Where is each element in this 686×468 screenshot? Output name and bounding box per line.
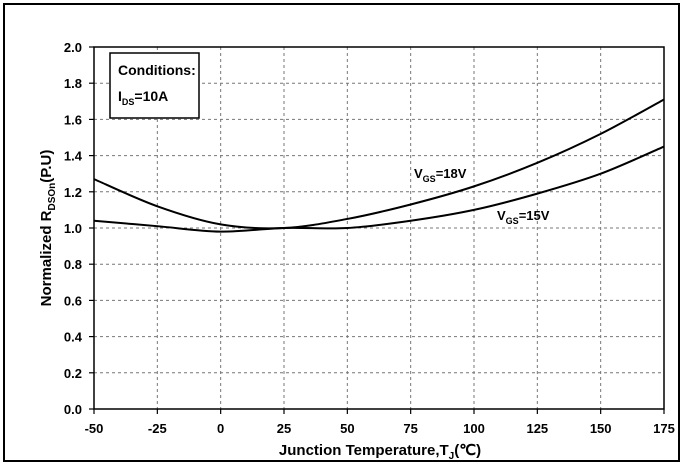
series-line-vgs15 (93, 145, 665, 233)
y-axis-title: Normalized RDSOn(P.U) (38, 150, 58, 307)
y-tick-label: 1.6 (64, 112, 82, 127)
x-tick-label: 125 (526, 421, 548, 436)
conditions-box: Conditions: IDS=10A (109, 52, 200, 119)
x-axis-title: Junction Temperature,TJ(℃) (279, 442, 481, 462)
y-tick-label: 1.4 (64, 149, 83, 164)
y-tick-label: 0.6 (64, 293, 82, 308)
x-tick-label: 75 (403, 421, 417, 436)
y-tick-label: 1.2 (64, 185, 82, 200)
series-line-vgs18 (93, 98, 665, 230)
series-label-vgs18: VGS=18V (414, 166, 467, 184)
tick-labels: -50 -25 0 25 50 75 100 125 150 175 0.0 0.2 0.4 0.6 0.8… (64, 40, 675, 436)
y-tick-label: 0.8 (64, 257, 82, 272)
x-tick-label: 100 (463, 421, 485, 436)
x-tick-label: -50 (85, 421, 104, 436)
y-tick-label: 0.0 (64, 402, 82, 417)
x-tick-label: 175 (653, 421, 675, 436)
x-tick-label: 50 (340, 421, 354, 436)
y-tick-label: 0.4 (64, 330, 83, 345)
conditions-heading: Conditions: (118, 62, 196, 78)
x-tick-label: 25 (277, 421, 291, 436)
x-tick-label: -25 (148, 421, 167, 436)
y-tick-label: 2.0 (64, 40, 82, 55)
y-tick-label: 1.8 (64, 76, 82, 91)
y-tick-label: 1.0 (64, 221, 82, 236)
grid (94, 47, 664, 409)
y-tick-label: 0.2 (64, 366, 82, 381)
series-lines (93, 98, 665, 233)
series-label-vgs15: VGS=15V (497, 208, 550, 226)
x-tick-label: 0 (217, 421, 224, 436)
conditions-param: IDS=10A (118, 88, 168, 107)
x-tick-label: 150 (590, 421, 612, 436)
